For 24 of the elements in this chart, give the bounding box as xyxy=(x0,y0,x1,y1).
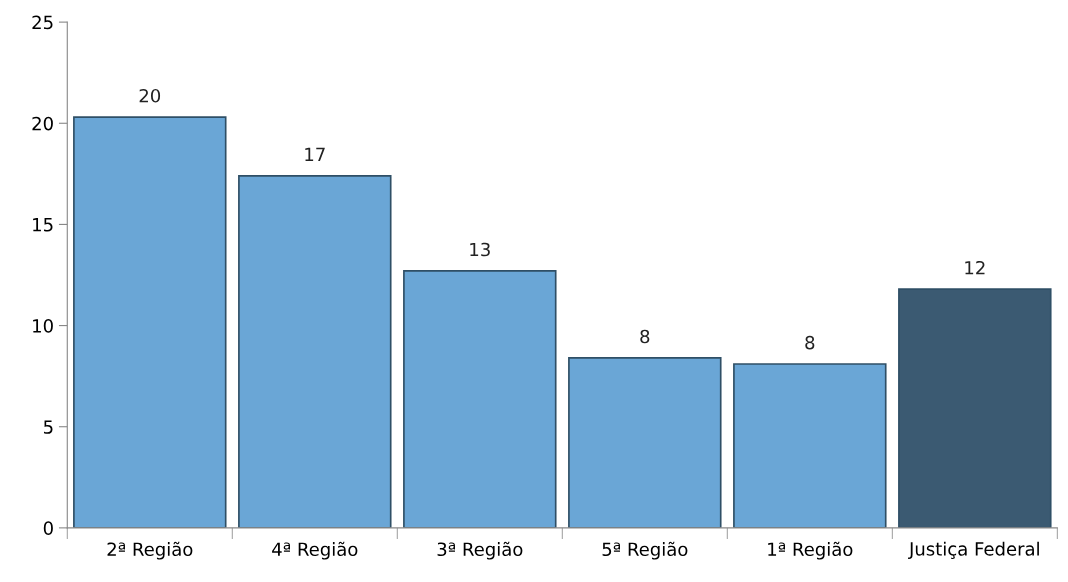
bar xyxy=(403,270,557,528)
y-tick-label: 25 xyxy=(32,15,53,30)
data-label: 13 xyxy=(470,242,490,257)
x-tick-label: Justiça Federal xyxy=(908,541,1039,560)
data-label: 20 xyxy=(139,88,161,103)
bar xyxy=(238,175,392,528)
y-tick-label: 0 xyxy=(43,521,53,535)
data-label: 12 xyxy=(965,260,985,275)
bar xyxy=(898,288,1052,528)
y-tick-label: 20 xyxy=(32,116,53,131)
data-label: 8 xyxy=(640,329,650,344)
x-tick-label: 5ª Região xyxy=(602,541,688,560)
bar xyxy=(733,363,887,528)
bar xyxy=(73,116,227,528)
data-label: 17 xyxy=(305,147,325,161)
bar xyxy=(568,357,722,528)
x-tick-label: 3ª Região xyxy=(437,541,523,560)
x-tick-label: 4ª Região xyxy=(272,541,358,560)
x-tick-label: 1ª Região xyxy=(768,541,853,560)
y-tick-label: 5 xyxy=(44,420,53,434)
y-tick-label: 15 xyxy=(33,218,53,232)
x-tick-label: 2ª Região xyxy=(107,541,193,560)
y-tick-label: 10 xyxy=(33,319,53,333)
data-label: 8 xyxy=(805,335,815,350)
